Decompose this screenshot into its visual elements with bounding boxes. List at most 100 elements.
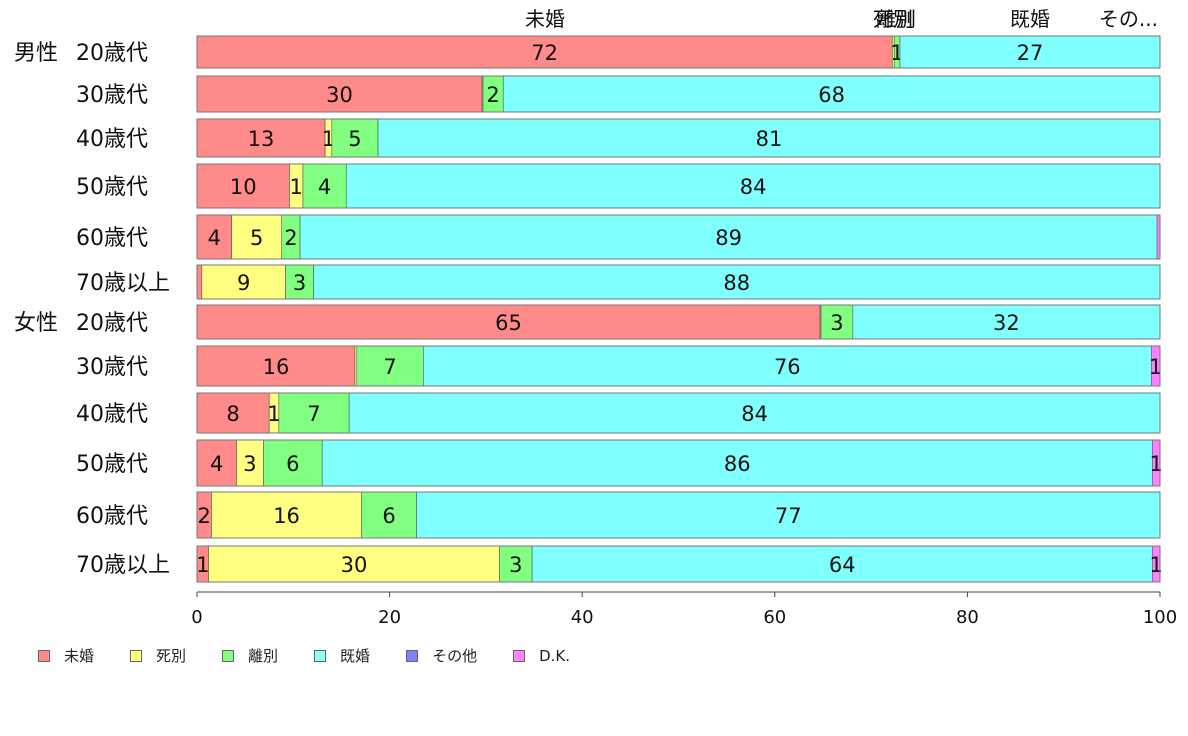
bar-segment	[196, 163, 290, 209]
data-label: 7	[383, 355, 396, 379]
data-label: 16	[263, 355, 290, 379]
bar-outline	[196, 75, 1161, 113]
row-label: 60歳代	[76, 504, 148, 529]
legend-item: D.K.	[513, 647, 570, 665]
x-tick-label: 80	[956, 607, 979, 628]
legend-label: 未婚	[64, 647, 95, 665]
row-label: 60歳代	[76, 226, 148, 251]
data-label: 2	[284, 226, 297, 250]
row-label: 70歳以上	[76, 553, 170, 578]
legend-label: その他	[432, 647, 478, 665]
data-label: 8	[226, 402, 239, 426]
row-label: 50歳代	[76, 452, 148, 477]
top-series-label: 未婚	[525, 7, 565, 31]
data-label: 27	[1017, 41, 1044, 65]
data-label: 3	[243, 452, 256, 476]
legend-item: 未婚	[38, 645, 94, 666]
top-series-label: 死別	[873, 7, 913, 31]
bar-segment	[231, 214, 283, 260]
data-label: 16	[273, 504, 300, 528]
legend-item: 離別	[222, 645, 278, 666]
x-tick-label: 0	[191, 607, 202, 628]
bar-outline	[196, 264, 1161, 300]
legend-label: 死別	[156, 647, 187, 665]
bar-segment	[263, 439, 323, 487]
data-label: 86	[724, 452, 751, 476]
data-label: 84	[741, 402, 768, 426]
bar-outline	[196, 214, 1161, 260]
bar-segment	[196, 264, 203, 300]
bar-segment	[236, 439, 264, 487]
data-label: 32	[993, 311, 1020, 335]
bar-segment	[196, 304, 821, 340]
legend-swatch	[406, 649, 419, 662]
data-label: 3	[509, 553, 522, 577]
data-label: 5	[348, 127, 361, 151]
bar-outline	[196, 545, 1161, 583]
row-label: 40歳代	[76, 402, 148, 427]
data-label: 1	[290, 175, 303, 199]
data-label: 5	[250, 226, 263, 250]
data-label: 1	[1149, 553, 1162, 577]
row-label: 70歳以上	[76, 271, 170, 296]
data-label: 4	[208, 226, 221, 250]
data-label: 4	[210, 452, 223, 476]
top-series-label: 既婚	[1010, 7, 1050, 31]
x-tick-label: 100	[1143, 607, 1177, 628]
x-tick-label: 60	[763, 607, 786, 628]
row-label: 30歳代	[76, 83, 148, 108]
legend-label: 離別	[248, 647, 279, 665]
data-label: 1	[1149, 355, 1162, 379]
data-label: 81	[756, 127, 783, 151]
bar-segment	[331, 118, 379, 158]
bar-segment	[852, 304, 1161, 340]
data-label: 68	[818, 83, 845, 107]
data-label: 64	[829, 553, 856, 577]
bar-segment	[211, 491, 362, 539]
bar-segment	[302, 163, 347, 209]
data-label: 76	[774, 355, 801, 379]
top-series-label: 離別	[876, 7, 916, 31]
bar-outline	[196, 163, 1161, 209]
bar-outline	[196, 345, 1161, 387]
legend-swatch	[130, 649, 143, 662]
data-label: 65	[495, 311, 522, 335]
legend-swatch	[513, 649, 526, 662]
bar-outline	[196, 35, 1161, 69]
bar-segment	[531, 545, 1153, 583]
data-label: 7	[307, 402, 320, 426]
bar-segment	[201, 264, 286, 300]
legend-item: 死別	[130, 645, 186, 666]
legend-swatch	[38, 649, 50, 662]
data-label: 3	[830, 311, 843, 335]
data-label: 30	[341, 553, 368, 577]
legend-swatch	[314, 649, 327, 662]
bar-segment	[196, 35, 893, 69]
data-label: 3	[293, 271, 306, 295]
data-label: 30	[326, 83, 353, 107]
data-label: 89	[715, 226, 742, 250]
legend-item: その他	[406, 645, 477, 666]
data-label: 1	[196, 553, 209, 577]
row-label: 30歳代	[76, 355, 148, 380]
bar-segment	[356, 345, 424, 387]
top-series-label: その...	[1099, 7, 1158, 31]
bar-segment	[196, 345, 356, 387]
data-label: 2	[198, 504, 211, 528]
bar-segment	[313, 264, 1161, 300]
data-label: 10	[230, 175, 257, 199]
legend: 未婚 死別 離別 既婚 その他 D.K.	[38, 645, 606, 666]
bar-outline	[196, 439, 1161, 487]
data-label: 1	[267, 402, 280, 426]
bar-segment	[499, 545, 533, 583]
row-label: 40歳代	[76, 127, 148, 152]
data-label: 84	[740, 175, 767, 199]
bar-segment	[377, 118, 1161, 158]
bar-segment	[899, 35, 1161, 69]
data-label: 72	[531, 41, 558, 65]
group-label: 女性	[14, 311, 58, 336]
row-label: 20歳代	[76, 311, 148, 336]
data-label: 13	[248, 127, 275, 151]
data-label: 6	[286, 452, 299, 476]
data-label: 9	[237, 271, 250, 295]
